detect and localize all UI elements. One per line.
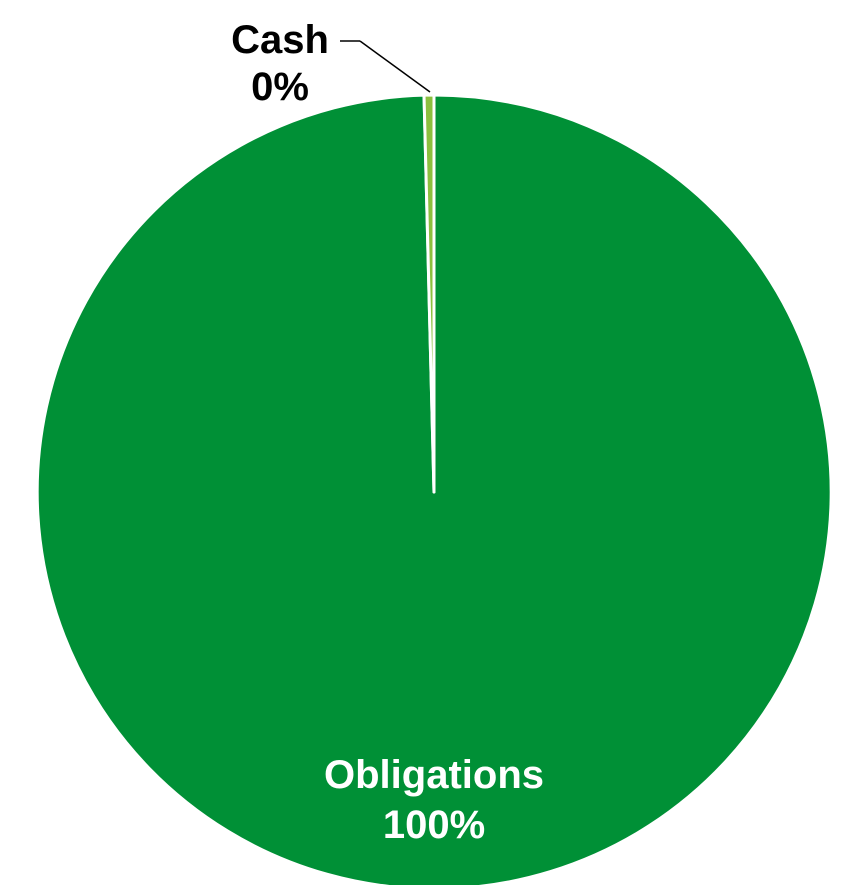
slice-label-obligations: Obligations	[324, 753, 544, 797]
slice-label-cash: Cash	[231, 18, 329, 62]
pie-slices	[35, 93, 833, 885]
pie-slice-cash	[422, 93, 436, 494]
slice-value-obligations: 100%	[383, 803, 485, 847]
slice-value-cash: 0%	[251, 65, 309, 109]
cash-leader-line-diagonal	[359, 40, 431, 93]
pie-labels: Cash 0% Obligations 100%	[231, 18, 544, 847]
